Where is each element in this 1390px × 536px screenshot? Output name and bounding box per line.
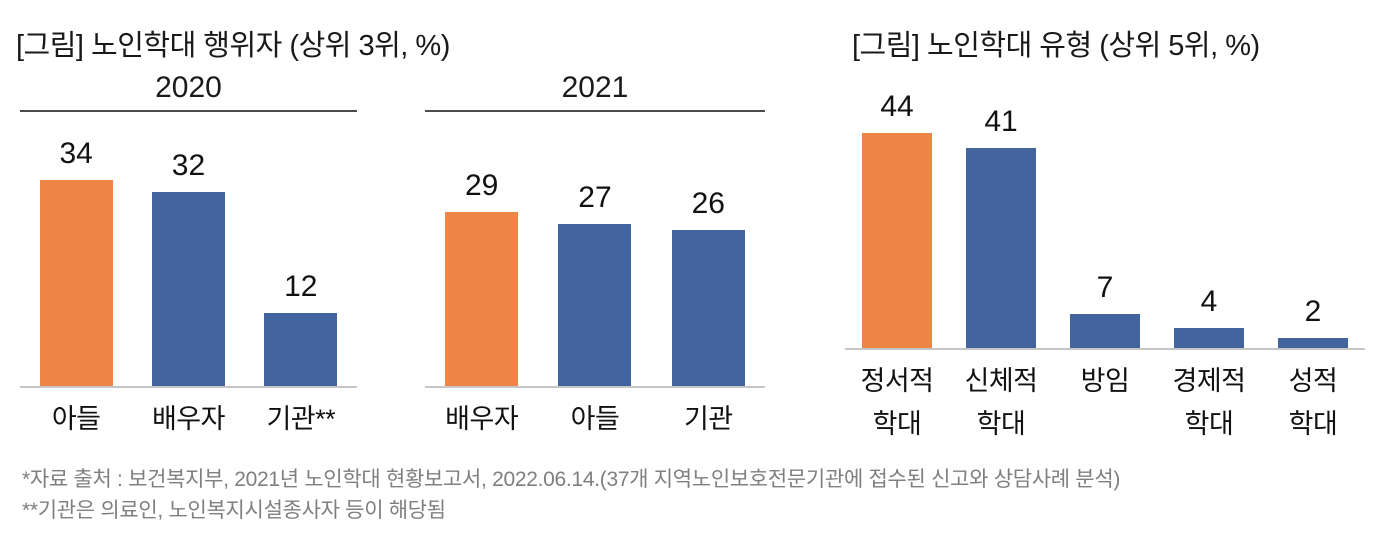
bar <box>39 180 113 386</box>
bar-value-label: 7 <box>1096 271 1114 304</box>
bar-cell: 12 <box>245 112 357 386</box>
bar-category-label: 배우자 <box>151 404 226 434</box>
bar-category-label: 정서적 학대 <box>860 366 934 439</box>
bar-cell: 27 <box>538 112 651 386</box>
bar-category-label: 아들 <box>570 404 620 434</box>
bar <box>1070 314 1140 348</box>
bar-value-label: 29 <box>464 169 499 202</box>
bar-category-label: 신체적 학대 <box>964 366 1038 439</box>
bar-category-label: 배우자 <box>445 404 519 434</box>
bar-category-label: 아들 <box>51 404 101 434</box>
bar-cell: 7 <box>1053 90 1157 348</box>
footnote-institution-note: **기관은 의료인, 노인복지시설종사자 등이 해당됨 <box>22 499 446 522</box>
bar-value-label: 26 <box>691 187 725 220</box>
bar-value-label: 27 <box>578 181 612 214</box>
bar <box>966 148 1036 348</box>
plot-area: 29 27 26 <box>425 112 765 388</box>
footnote-source: *자료 출처 : 보건복지부, 2021년 노인학대 현황보고서, 2022.0… <box>22 468 1121 491</box>
bar <box>1174 328 1244 348</box>
bar-cell: 2 <box>1261 90 1365 348</box>
bar <box>558 224 632 386</box>
bar-cell: 4 <box>1157 90 1261 348</box>
year-header-2020: 2020 <box>20 70 357 112</box>
bar-category-label: 기관** <box>266 404 336 434</box>
bar <box>671 230 745 386</box>
bar <box>264 313 338 386</box>
bar <box>1278 338 1348 348</box>
category-labels-row: 배우자 아들 기관 <box>425 388 765 441</box>
bar-value-label: 44 <box>880 90 914 123</box>
bar <box>445 212 519 386</box>
bar-cell: 26 <box>652 112 765 386</box>
bar-cell: 41 <box>949 90 1053 348</box>
bar-value-label: 12 <box>284 270 318 303</box>
bar-category-label: 경제적 학대 <box>1172 366 1246 439</box>
category-labels-row: 정서적 학대 신체적 학대 방임 경제적 학대 성적 학대 <box>845 350 1365 446</box>
bar <box>862 133 932 348</box>
bar-cell: 29 <box>425 112 538 386</box>
category-labels-row: 아들 배우자 기관** <box>20 388 357 441</box>
bar-cell: 34 <box>20 112 132 386</box>
bar-chart-abuse-types: 44 41 7 4 2 정서적 학대 신체적 학대 방임 경제적 학대 성적 학대 <box>845 90 1365 446</box>
bar-value-label: 2 <box>1304 295 1322 328</box>
year-header-2021: 2021 <box>425 70 765 112</box>
bar-category-label: 성적 학대 <box>1288 366 1338 439</box>
bar-chart-perpetrators-2020: 2020 34 32 12 아들 배우자 기관** <box>20 70 357 441</box>
bar-value-label: 34 <box>59 137 93 170</box>
bar-category-label: 방임 <box>1080 366 1130 396</box>
bar-cell: 44 <box>845 90 949 348</box>
bar-category-label: 기관 <box>683 404 733 434</box>
bar-value-label: 32 <box>171 149 206 182</box>
bar-cell: 32 <box>132 112 244 386</box>
footnotes: *자료 출처 : 보건복지부, 2021년 노인학대 현황보고서, 2022.0… <box>22 464 1120 526</box>
figure-title-perpetrators: [그림] 노인학대 행위자 (상위 3위, %) <box>16 30 450 62</box>
plot-area: 44 41 7 4 2 <box>845 90 1365 350</box>
bar-value-label: 4 <box>1200 285 1218 318</box>
plot-area: 34 32 12 <box>20 112 357 388</box>
bar-chart-perpetrators-2021: 2021 29 27 26 배우자 아들 기관 <box>425 70 765 441</box>
bar <box>151 192 225 386</box>
bar-value-label: 41 <box>984 105 1018 138</box>
figure-title-abuse-types: [그림] 노인학대 유형 (상위 5위, %) <box>852 30 1260 62</box>
